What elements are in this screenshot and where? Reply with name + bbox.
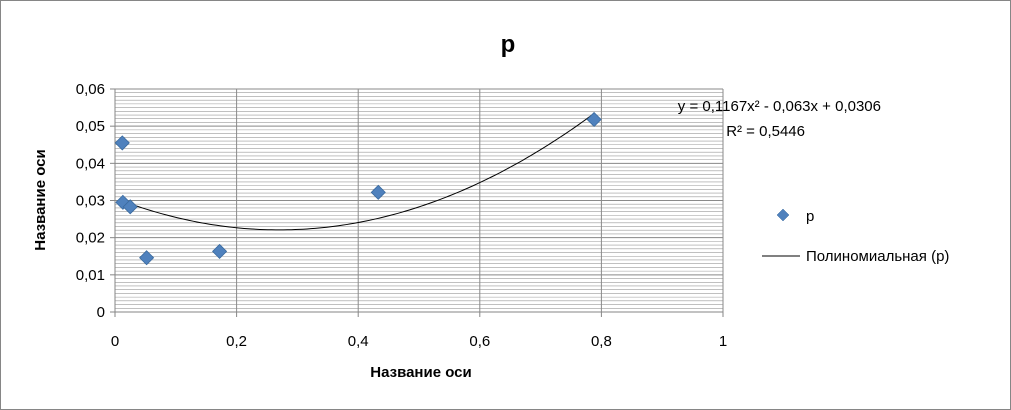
trendline-equation: y = 0,1167x² - 0,063x + 0,0306 — [678, 98, 881, 115]
y-tick-label: 0,05 — [76, 118, 105, 135]
x-tick-label: 0,6 — [469, 333, 490, 350]
trendline-r-squared: R² = 0,5446 — [726, 123, 805, 140]
y-axis-title: Название оси — [32, 149, 49, 251]
y-tick-label: 0,02 — [76, 230, 105, 247]
legend-item-trendline: Полиномиальная (p) — [762, 248, 949, 265]
y-tick-label: 0,03 — [76, 193, 105, 210]
data-point — [122, 199, 138, 215]
data-point — [370, 184, 386, 200]
trendline-polynomial — [122, 113, 595, 231]
x-tick-label: 0 — [111, 333, 119, 350]
x-axis-title: Название оси — [370, 364, 472, 381]
data-point — [212, 243, 228, 259]
x-tick-label: 0,2 — [226, 333, 247, 350]
gridlines — [114, 88, 724, 313]
legend-item-series: p — [776, 208, 814, 225]
data-point — [115, 194, 131, 210]
chart-title: p — [501, 31, 516, 58]
data-point — [139, 250, 155, 266]
y-tick-label: 0,04 — [76, 155, 105, 172]
y-tick-label: 0 — [97, 304, 105, 321]
x-axis-tick-labels: 0 0,2 0,4 0,6 0,8 1 — [111, 312, 727, 350]
data-points — [114, 111, 602, 266]
y-tick-label: 0,06 — [76, 81, 105, 98]
legend-label-series: p — [806, 208, 814, 225]
data-point — [114, 135, 130, 151]
legend: p Полиномиальная (p) — [762, 208, 949, 265]
legend-marker-diamond — [776, 208, 790, 222]
x-tick-label: 0,4 — [348, 333, 369, 350]
y-tick-label: 0,01 — [76, 267, 105, 284]
x-tick-label: 1 — [719, 333, 727, 350]
data-point — [586, 111, 602, 128]
x-tick-label: 0,8 — [591, 333, 612, 350]
y-axis-tick-labels: 0 0,01 0,02 0,03 0,04 0,05 0,06 — [76, 81, 115, 321]
legend-label-trendline: Полиномиальная (p) — [806, 248, 949, 265]
